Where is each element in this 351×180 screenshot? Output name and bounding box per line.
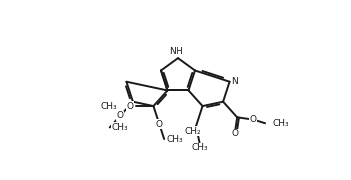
Text: O: O xyxy=(117,111,124,120)
Text: O: O xyxy=(156,120,163,129)
Text: CH₃: CH₃ xyxy=(166,134,183,143)
Text: CH₂: CH₂ xyxy=(185,127,201,136)
Text: O: O xyxy=(126,102,133,111)
Text: H: H xyxy=(176,47,183,56)
Text: O: O xyxy=(156,120,163,129)
Text: O: O xyxy=(250,115,257,124)
Text: N: N xyxy=(231,77,238,86)
Text: CH₃: CH₃ xyxy=(191,143,208,152)
Text: O: O xyxy=(231,129,238,138)
Text: CH₃: CH₃ xyxy=(112,123,128,132)
Text: CH₃: CH₃ xyxy=(101,102,118,111)
Text: O: O xyxy=(117,111,124,120)
Text: CH₃: CH₃ xyxy=(272,119,289,128)
Text: N: N xyxy=(170,47,176,56)
